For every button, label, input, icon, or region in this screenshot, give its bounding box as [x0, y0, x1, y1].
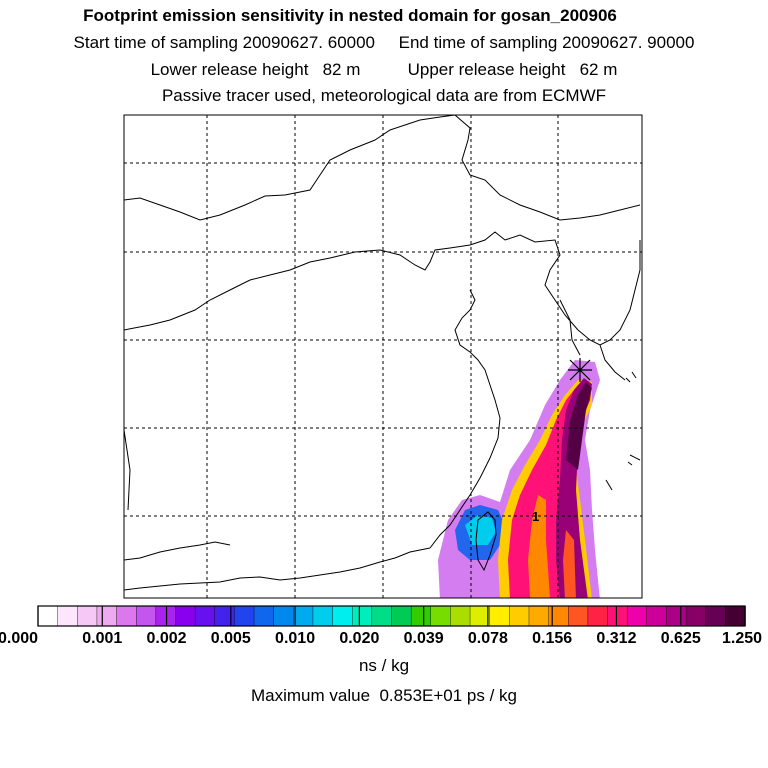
colorbar-cell: [312, 605, 334, 627]
colorbar-tick-label: 0.002: [146, 630, 187, 647]
colorbar-cell: [666, 605, 687, 627]
footprint-plume: [438, 360, 600, 598]
colorbar-tick-label: 0.078: [467, 630, 508, 647]
colorbar-cell: [293, 605, 314, 627]
colorbar-tick-label: 0.312: [596, 630, 637, 647]
gosan-receptor-marker: [568, 358, 592, 382]
colorbar-cell: [57, 605, 78, 627]
colorbar-units: ns / kg: [358, 656, 410, 675]
colorbar-cell: [607, 605, 628, 627]
colorbar-cell: [725, 605, 746, 627]
colorbar-cell: [352, 605, 373, 627]
lat-lon-grid: [124, 115, 642, 598]
colorbar-cell: [214, 605, 236, 627]
colorbar-tick-label: 0.000: [0, 630, 39, 647]
map-frame: [123, 114, 643, 599]
colorbar-cell: [37, 605, 59, 627]
colorbar-cell: [705, 605, 727, 627]
colorbar-cell: [430, 605, 452, 627]
tracer-info-line: Passive tracer used, meteorological data…: [161, 86, 607, 105]
colorbar-cell: [568, 605, 589, 627]
colorbar-cell: [273, 605, 295, 627]
colorbar-cell: [489, 605, 511, 627]
colorbar-cell: [194, 605, 216, 627]
colorbar-cell: [77, 605, 98, 627]
colorbar-tick-label: 0.625: [660, 630, 701, 647]
colorbar-cell: [135, 605, 157, 627]
maximum-value-label: Maximum value 0.853E+01 ps / kg: [251, 686, 517, 705]
colorbar-cell: [155, 605, 177, 627]
sampling-time-line: Start time of sampling 20090627. 60000 E…: [73, 33, 695, 52]
coastlines: [124, 115, 641, 591]
colorbar-cell: [332, 605, 353, 627]
colorbar-cell: [450, 605, 471, 627]
colorbar-cell: [509, 605, 530, 627]
colorbar-cell: [96, 605, 118, 627]
colorbar-cell: [626, 605, 648, 627]
colorbar-tick-label: 0.010: [275, 630, 316, 647]
colorbar-tick-label: 0.020: [339, 630, 380, 647]
colorbar-cell: [685, 605, 707, 627]
colorbar-cell: [528, 605, 550, 627]
colorbar-cell: [391, 605, 412, 627]
site-label: 1: [532, 509, 539, 524]
colorbar-cell: [410, 605, 432, 627]
colorbar-cell: [646, 605, 668, 627]
colorbar-cell: [587, 605, 609, 627]
colorbar-cell: [116, 605, 137, 627]
colorbar-cell: [469, 605, 491, 627]
colorbar-tick-label: 0.005: [210, 630, 251, 647]
colorbar-cell: [234, 605, 255, 627]
release-height-line: Lower release height 82 m Upper release …: [150, 60, 618, 79]
colorbar-tick-label: 0.156: [532, 630, 573, 647]
colorbar-tick-label: 1.250: [721, 630, 763, 647]
colorbar-tick-label: 0.001: [82, 630, 123, 647]
colorbar-cell: [253, 605, 275, 627]
colorbar-cell: [371, 605, 393, 627]
colorbar-cell: [175, 605, 196, 627]
plot-title: Footprint emission sensitivity in nested…: [83, 6, 617, 25]
colorbar-tick-label: 0.039: [403, 630, 444, 647]
